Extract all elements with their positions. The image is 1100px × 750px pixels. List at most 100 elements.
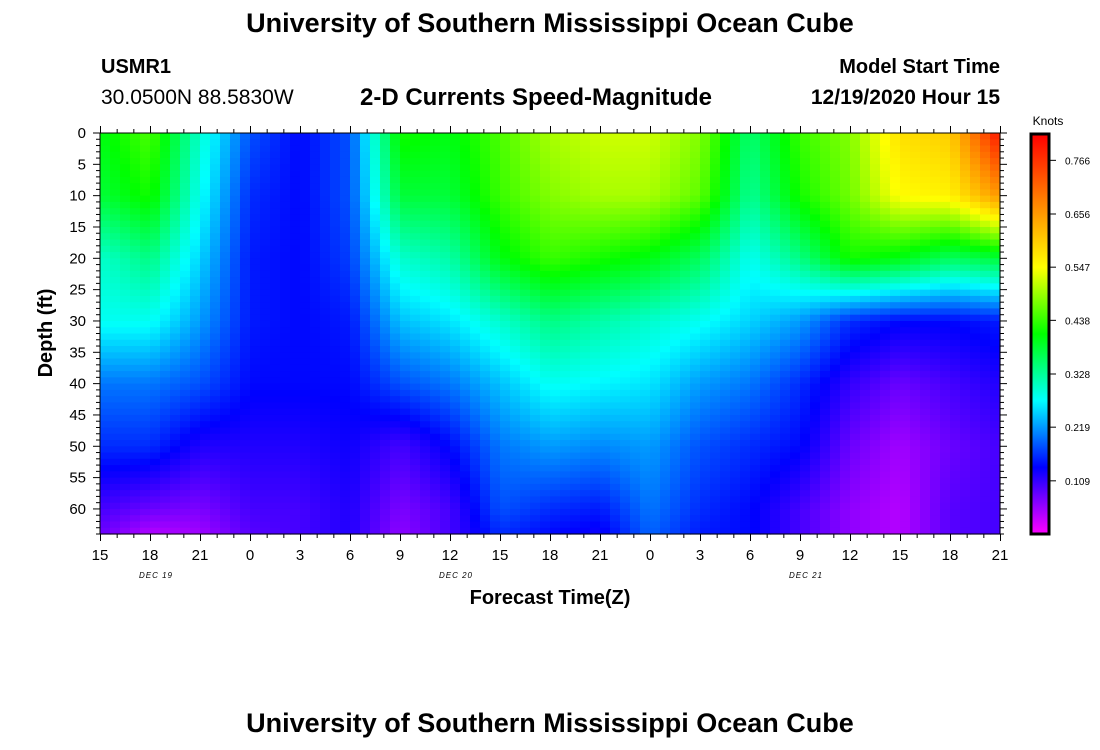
heatmap-cell: [870, 521, 881, 529]
heatmap-cell: [840, 170, 851, 178]
heatmap-cell: [360, 364, 371, 372]
heatmap-cell: [540, 496, 551, 504]
heatmap-cell: [610, 521, 621, 529]
heatmap-cell: [220, 471, 231, 479]
heatmap-cell: [140, 164, 151, 172]
heatmap-cell: [490, 458, 501, 466]
heatmap-cell: [680, 145, 691, 153]
heatmap-cell: [700, 339, 711, 347]
heatmap-cell: [580, 283, 591, 291]
heatmap-cell: [300, 239, 311, 247]
heatmap-cell: [170, 320, 181, 328]
heatmap-cell: [410, 421, 421, 429]
heatmap-cell: [220, 183, 231, 190]
heatmap-cell: [360, 252, 371, 259]
heatmap-cell: [180, 320, 191, 328]
heatmap-cell: [290, 258, 301, 266]
heatmap-cell: [220, 133, 231, 140]
heatmap-cell: [850, 277, 861, 284]
heatmap-cell: [650, 383, 661, 391]
heatmap-cell: [440, 458, 451, 466]
heatmap-cell: [170, 333, 181, 341]
heatmap-cell: [200, 133, 211, 140]
heatmap-cell: [690, 226, 701, 234]
heatmap-cell: [760, 327, 771, 335]
heatmap-cell: [660, 264, 671, 272]
heatmap-cell: [140, 314, 151, 322]
heatmap-cell: [490, 170, 501, 178]
heatmap-cell: [220, 220, 231, 228]
heatmap-cell: [830, 358, 841, 366]
heatmap-cell: [470, 496, 481, 504]
heatmap-cell: [620, 158, 631, 165]
heatmap-cell: [470, 389, 481, 397]
heatmap-cell: [760, 421, 771, 429]
heatmap-cell: [860, 452, 871, 460]
heatmap-cell: [600, 176, 611, 184]
heatmap-cell: [170, 302, 181, 310]
heatmap-cell: [690, 377, 701, 385]
heatmap-cell: [690, 270, 701, 278]
heatmap-cell: [190, 521, 201, 529]
heatmap-cell: [270, 383, 281, 391]
heatmap-cell: [870, 377, 881, 385]
heatmap-cell: [120, 490, 131, 498]
heatmap-cell: [400, 333, 411, 341]
heatmap-cell: [310, 502, 321, 510]
heatmap-cell: [380, 258, 391, 266]
heatmap-cell: [520, 289, 531, 297]
heatmap-cell: [250, 320, 261, 328]
heatmap-cell: [850, 327, 861, 335]
heatmap-cell: [390, 164, 401, 172]
heatmap-cell: [810, 189, 821, 197]
heatmap-cell: [600, 302, 611, 310]
heatmap-cell: [630, 289, 641, 297]
heatmap-cell: [840, 527, 851, 535]
heatmap-cell: [360, 389, 371, 397]
heatmap-cell: [620, 465, 631, 472]
heatmap-cell: [640, 258, 651, 266]
heatmap-cell: [450, 258, 461, 266]
heatmap-cell: [780, 195, 791, 203]
heatmap-cell: [470, 477, 481, 485]
heatmap-cell: [540, 364, 551, 372]
heatmap-cell: [830, 402, 841, 410]
heatmap-cell: [250, 383, 261, 391]
heatmap-cell: [640, 283, 651, 291]
heatmap-cell: [310, 208, 321, 216]
heatmap-cell: [290, 358, 301, 366]
heatmap-cell: [230, 151, 241, 159]
heatmap-cell: [670, 314, 681, 322]
heatmap-cell: [140, 158, 151, 165]
heatmap-cell: [220, 364, 231, 372]
heatmap-cell: [200, 277, 211, 284]
heatmap-cell: [810, 521, 821, 529]
heatmap-cell: [150, 327, 161, 335]
heatmap-cell: [340, 383, 351, 391]
heatmap-cell: [780, 170, 791, 178]
heatmap-cell: [690, 440, 701, 447]
heatmap-cell: [530, 339, 541, 347]
heatmap-cell: [150, 346, 161, 353]
heatmap-cell: [570, 458, 581, 466]
heatmap-cell: [750, 502, 761, 510]
heatmap-cell: [200, 170, 211, 178]
heatmap-cell: [230, 333, 241, 341]
heatmap-cell: [440, 133, 451, 140]
heatmap-cell: [500, 145, 511, 153]
heatmap-cell: [830, 371, 841, 378]
heatmap-cell: [810, 258, 821, 266]
heatmap-cell: [640, 214, 651, 222]
heatmap-cell: [190, 239, 201, 247]
heatmap-cell: [470, 164, 481, 172]
heatmap-cell: [100, 270, 111, 278]
heatmap-cell: [520, 427, 531, 435]
heatmap-cell: [400, 270, 411, 278]
heatmap-cell: [720, 277, 731, 284]
heatmap-cell: [620, 195, 631, 203]
heatmap-cell: [440, 339, 451, 347]
heatmap-cell: [590, 527, 601, 535]
heatmap-cell: [660, 408, 671, 416]
heatmap-cell: [710, 346, 721, 353]
heatmap-cell: [860, 295, 871, 303]
